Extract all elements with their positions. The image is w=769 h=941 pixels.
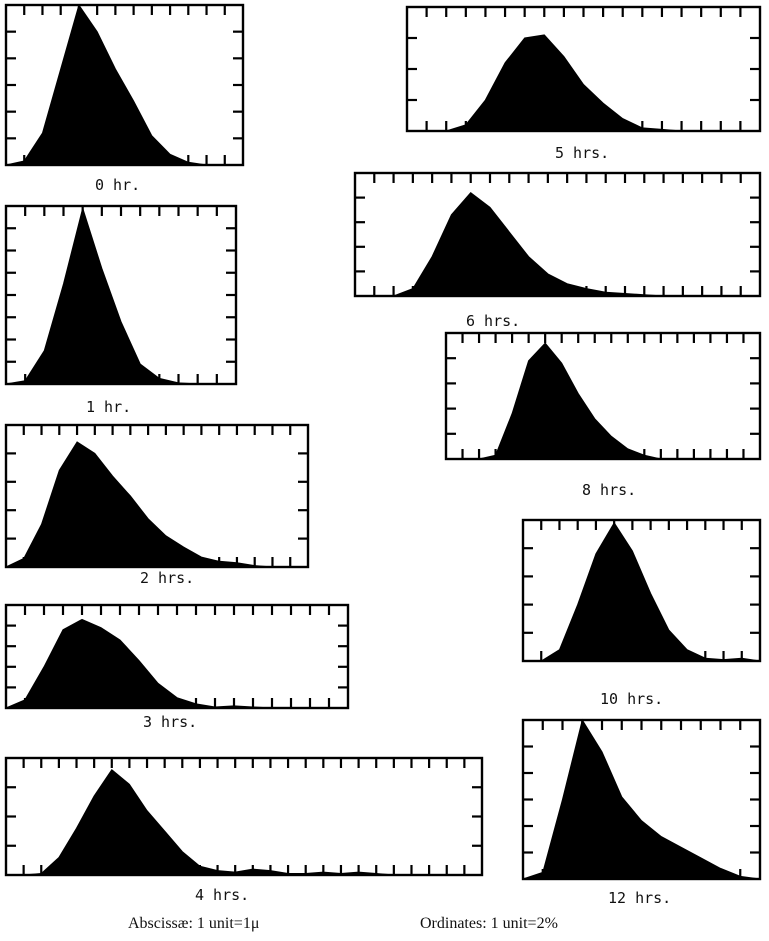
histogram-panel: 4 hrs. — [4, 756, 484, 904]
histogram-panel: 0 hr. — [4, 3, 245, 194]
panel-time-label: 0 hr. — [95, 176, 140, 194]
histogram-panel: 6 hrs. — [353, 171, 762, 330]
panel-time-label: 1 hr. — [86, 398, 131, 416]
histogram-panel: 3 hrs. — [4, 603, 350, 731]
histogram-panel: 12 hrs. — [521, 718, 762, 907]
panel-time-label: 6 hrs. — [466, 312, 520, 330]
distribution-area — [5, 206, 236, 385]
panel-frame — [521, 518, 762, 663]
panel-time-label: 5 hrs. — [555, 144, 609, 162]
panel-time-label: 4 hrs. — [195, 886, 249, 904]
distribution-area — [5, 618, 348, 709]
histogram-panel: 8 hrs. — [444, 331, 762, 499]
distribution-area — [523, 521, 761, 662]
panel-frame — [353, 171, 762, 298]
panel-time-label: 3 hrs. — [143, 713, 197, 731]
panel-time-label: 12 hrs. — [608, 889, 671, 907]
panel-frame — [4, 423, 310, 569]
histogram-panel: 10 hrs. — [521, 518, 762, 708]
distribution-area — [446, 342, 760, 460]
histogram-panel: 1 hr. — [4, 204, 238, 416]
distribution-area — [407, 34, 760, 132]
panel-time-label: 8 hrs. — [582, 481, 636, 499]
ordinates-note: Ordinates: 1 unit=2% — [420, 915, 558, 932]
abscissae-note: Abscissæ: 1 unit=1μ — [128, 915, 259, 932]
panel-frame — [444, 331, 762, 461]
panel-time-label: 10 hrs. — [600, 690, 663, 708]
distribution-area — [5, 441, 308, 568]
panel-time-label: 2 hrs. — [140, 569, 194, 587]
distribution-area — [522, 718, 761, 880]
distribution-area — [5, 3, 243, 166]
histogram-panels: 0 hr. 1 hr. 2 hrs. 3 hrs. 4 hrs. 5 hrs. 6 hrs.… — [4, 3, 762, 907]
distribution-area — [355, 192, 760, 297]
histogram-panel: 2 hrs. — [4, 423, 310, 587]
histogram-panel: 5 hrs. — [405, 5, 762, 162]
distribution-area — [6, 768, 482, 876]
